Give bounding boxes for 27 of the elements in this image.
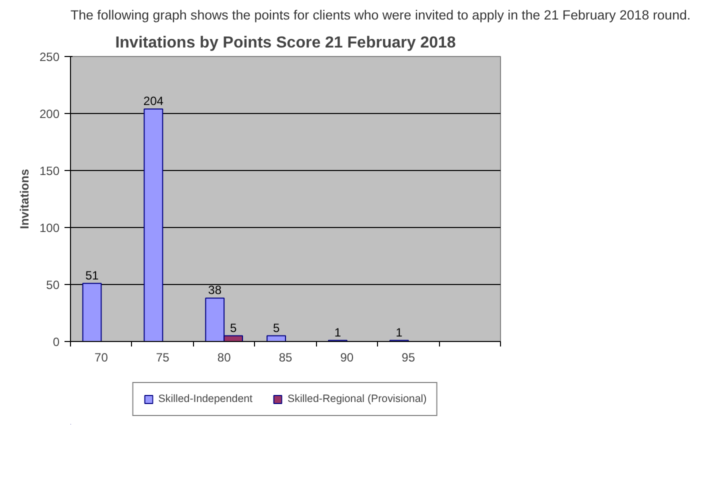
bar <box>144 108 164 342</box>
x-tick-label: 80 <box>217 350 232 364</box>
y-tick-label: 0 <box>52 335 60 349</box>
data-label: 1 <box>334 325 342 340</box>
x-tick-label: 90 <box>340 350 354 364</box>
data-label: 5 <box>230 320 237 335</box>
y-tick-label: 150 <box>39 164 60 178</box>
x-tick-label: 75 <box>156 350 170 364</box>
bar <box>82 282 102 342</box>
x-tick-label: 70 <box>94 350 108 364</box>
legend-label: Skilled-Independent <box>158 393 253 405</box>
data-label: 38 <box>208 283 222 298</box>
chart-title: Invitations by Points Score 21 February 2018 <box>115 34 456 52</box>
data-label: 204 <box>143 94 164 108</box>
y-tick-label: 100 <box>39 221 60 235</box>
data-label: 1 <box>396 325 403 340</box>
bar <box>266 335 286 342</box>
legend-label: Skilled-Regional (Provisional) <box>288 393 427 405</box>
data-label: 51 <box>85 268 99 282</box>
y-tick-label: 50 <box>46 278 60 292</box>
y-tick-label: 200 <box>39 107 60 121</box>
text: The following graph shows the points for clients who were invited to apply in the 21 February 2018 round. <box>70 8 691 22</box>
data-label: 5 <box>272 320 280 335</box>
y-tick-label: 250 <box>39 50 60 64</box>
x-tick-label: 95 <box>402 350 416 364</box>
x-tick-label: 85 <box>278 350 292 364</box>
y-axis-title: Invitations <box>17 168 32 230</box>
